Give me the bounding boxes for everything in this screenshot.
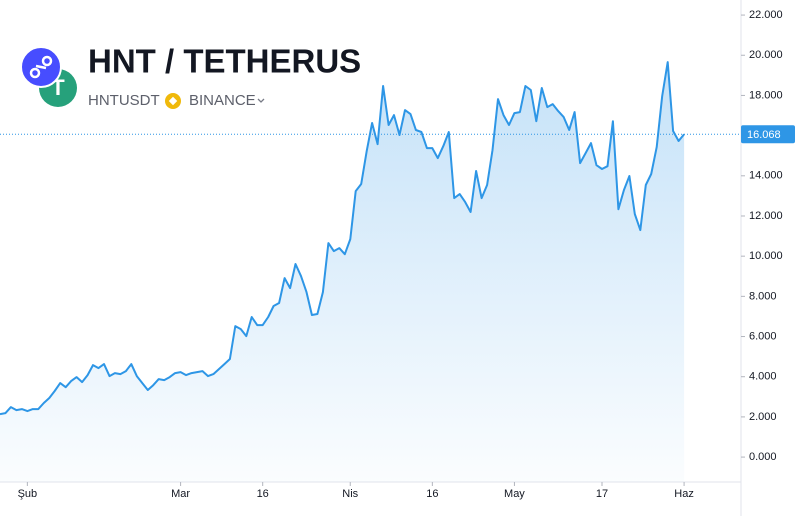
exchange-icon: [165, 93, 181, 109]
y-tick-label: 12.000: [749, 210, 783, 222]
x-tick-label: 17: [596, 488, 608, 500]
x-tick-label: May: [504, 488, 525, 500]
y-tick-label: 18.000: [749, 89, 783, 101]
x-tick-label: Şub: [18, 488, 38, 500]
symbol: HNTUSDT: [88, 92, 160, 109]
last-price-label: 16.068: [747, 129, 781, 141]
x-tick-label: Haz: [674, 488, 694, 500]
x-tick-label: Nis: [342, 488, 358, 500]
y-tick-label: 22.000: [749, 9, 783, 21]
y-tick-label: 6.000: [749, 330, 777, 342]
x-tick-label: 16: [426, 488, 438, 500]
exchange[interactable]: BINANCE: [189, 92, 256, 109]
logo: T: [20, 46, 77, 107]
area: [0, 62, 685, 482]
last-price-box: [741, 125, 795, 144]
line: [0, 61, 685, 416]
x-tick-label: 16: [257, 488, 269, 500]
y-tick-label: 4.000: [749, 371, 777, 383]
y-tick-label: 20.000: [749, 49, 783, 61]
dropdown-arrow[interactable]: [257, 98, 265, 103]
y-tick-label: 14.000: [749, 170, 783, 182]
y-tick-label: 10.000: [749, 250, 783, 262]
chart-title: HNT / TETHERUS: [88, 43, 361, 80]
y-tick-label: 0.000: [749, 451, 777, 463]
x-tick-label: Mar: [171, 488, 190, 500]
y-tick-label: 8.000: [749, 290, 777, 302]
y-tick-label: 2.000: [749, 411, 777, 423]
